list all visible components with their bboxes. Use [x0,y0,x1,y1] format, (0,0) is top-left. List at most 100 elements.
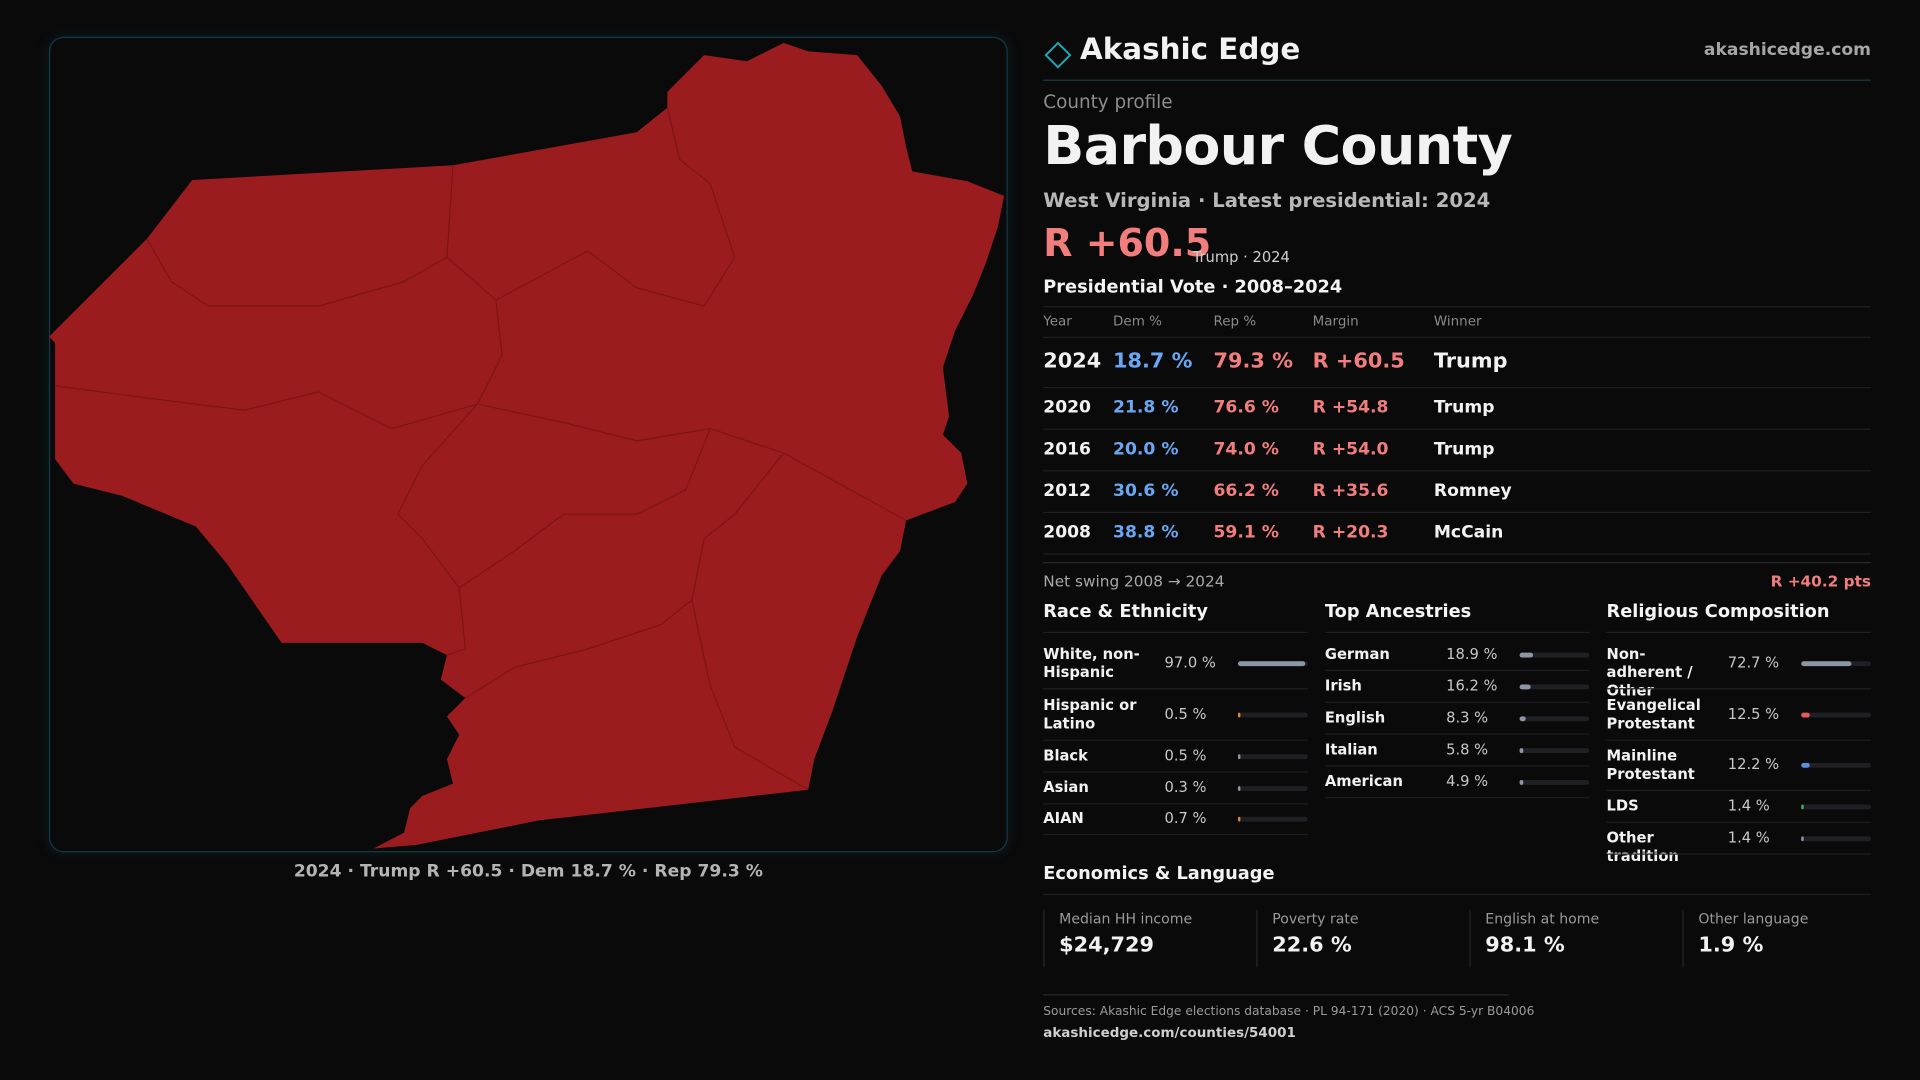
vote-cell: 2008 [1043,522,1091,543]
bar [1801,712,1810,718]
bar-track [1801,661,1872,667]
rule [1606,631,1872,634]
stat-card: English at home 98.1 % [1469,909,1681,968]
vote-cell: 59.1 % [1213,522,1279,543]
header-rule [1043,79,1872,81]
bar [1801,762,1810,768]
stat-label: Other language [1698,909,1809,927]
rule [1324,701,1590,703]
rule [1043,553,1872,555]
item-name: Italian [1324,740,1378,758]
rule [1043,631,1308,634]
vote-cell: 2012 [1043,481,1091,501]
vote-cell: Trump [1433,439,1495,460]
county-title: Barbour County [1043,115,1513,178]
item-name: Hispanic or Latino [1043,696,1137,733]
vote-cell: 74.0 % [1213,439,1279,460]
margin-note: Trump · 2024 [1192,248,1290,266]
vote-cell: 38.8 % [1113,522,1179,543]
item-value: 1.4 % [1727,828,1770,847]
stat-card: Poverty rate 22.6 % [1256,909,1468,968]
bar-track [1519,748,1590,754]
stat-value: 98.1 % [1485,933,1565,958]
county-shape [48,42,1005,849]
item-value: 97.0 % [1164,653,1216,672]
brand-name: Akashic Edge [1080,31,1301,67]
bar-track [1237,661,1308,667]
stat-label: English at home [1485,909,1600,927]
bar [1237,712,1241,718]
vote-cell: Trump [1433,348,1508,374]
item-name: Mainline Protestant [1606,746,1695,783]
rule [1606,739,1872,741]
county-map [48,42,1005,849]
item-name: Irish [1324,677,1362,695]
bar [1801,804,1804,810]
bar [1237,754,1241,760]
item-value: 0.5 % [1164,705,1207,723]
item-name: White, non-Hispanic [1043,645,1140,681]
bar-track [1519,684,1590,690]
item-value: 72.7 % [1727,653,1780,672]
bar-track [1801,804,1872,810]
item-name: Black [1043,746,1088,765]
rule [1043,688,1308,690]
item-value: 18.9 % [1446,645,1498,663]
section-title: Race & Ethnicity [1043,602,1208,623]
section-title: Religious Composition [1606,602,1830,623]
column-header: Winner [1433,313,1482,330]
bar-track [1519,780,1590,785]
bar [1519,684,1531,690]
source-url[interactable]: akashicedge.com/counties/54001 [1043,1024,1296,1041]
item-value: 8.3 % [1446,708,1489,727]
district-lines [55,107,907,791]
bar [1237,661,1306,667]
vote-cell: 21.8 % [1113,397,1179,418]
rule [1043,994,1509,996]
column-header: Year [1043,313,1072,330]
section-title: Top Ancestries [1324,602,1472,623]
vote-cell: 20.0 % [1113,439,1179,460]
vote-cell: Trump [1433,397,1495,418]
brand-icon [1044,41,1072,69]
bar [1519,652,1533,658]
rule [1606,821,1872,823]
map-frame [48,36,1008,853]
site-link[interactable]: akashicedge.com [1703,40,1872,61]
swing-label: Net swing 2008 → 2024 [1043,571,1225,591]
item-value: 16.2 % [1446,677,1498,695]
item-value: 4.9 % [1446,772,1489,790]
bar [1519,748,1524,754]
rule [1043,336,1872,338]
swing-value: R +40.2 pts [1770,571,1872,591]
rule [1324,669,1590,672]
column-header: Rep % [1213,313,1257,330]
item-value: 0.3 % [1164,778,1207,796]
headline-margin: R +60.5 [1043,221,1212,266]
bar [1237,786,1241,792]
vote-cell: 30.6 % [1113,481,1179,501]
rule [1043,803,1308,805]
bar [1519,780,1523,785]
stat-value: 22.6 % [1272,933,1352,958]
vote-cell: 18.7 % [1113,348,1193,374]
bar-track [1801,762,1872,768]
item-name: Evangelical Protestant [1606,696,1701,733]
bar-track [1237,712,1308,718]
bar-track [1237,754,1308,760]
stat-label: Poverty rate [1272,909,1359,927]
item-name: English [1324,708,1386,727]
stat-value: 1.9 % [1698,933,1764,958]
rule [1043,470,1872,472]
bar-track [1801,836,1872,842]
item-name: Asian [1043,778,1089,796]
bar-track [1237,816,1308,822]
vote-cell: McCain [1433,522,1504,543]
item-value: 0.5 % [1164,746,1207,765]
stat-card: Median HH income $24,729 [1043,909,1255,968]
rule [1606,853,1872,855]
item-name: American [1324,772,1403,790]
item-name: AIAN [1043,809,1084,827]
subtitle: West Virginia · Latest presidential: 202… [1043,188,1491,212]
